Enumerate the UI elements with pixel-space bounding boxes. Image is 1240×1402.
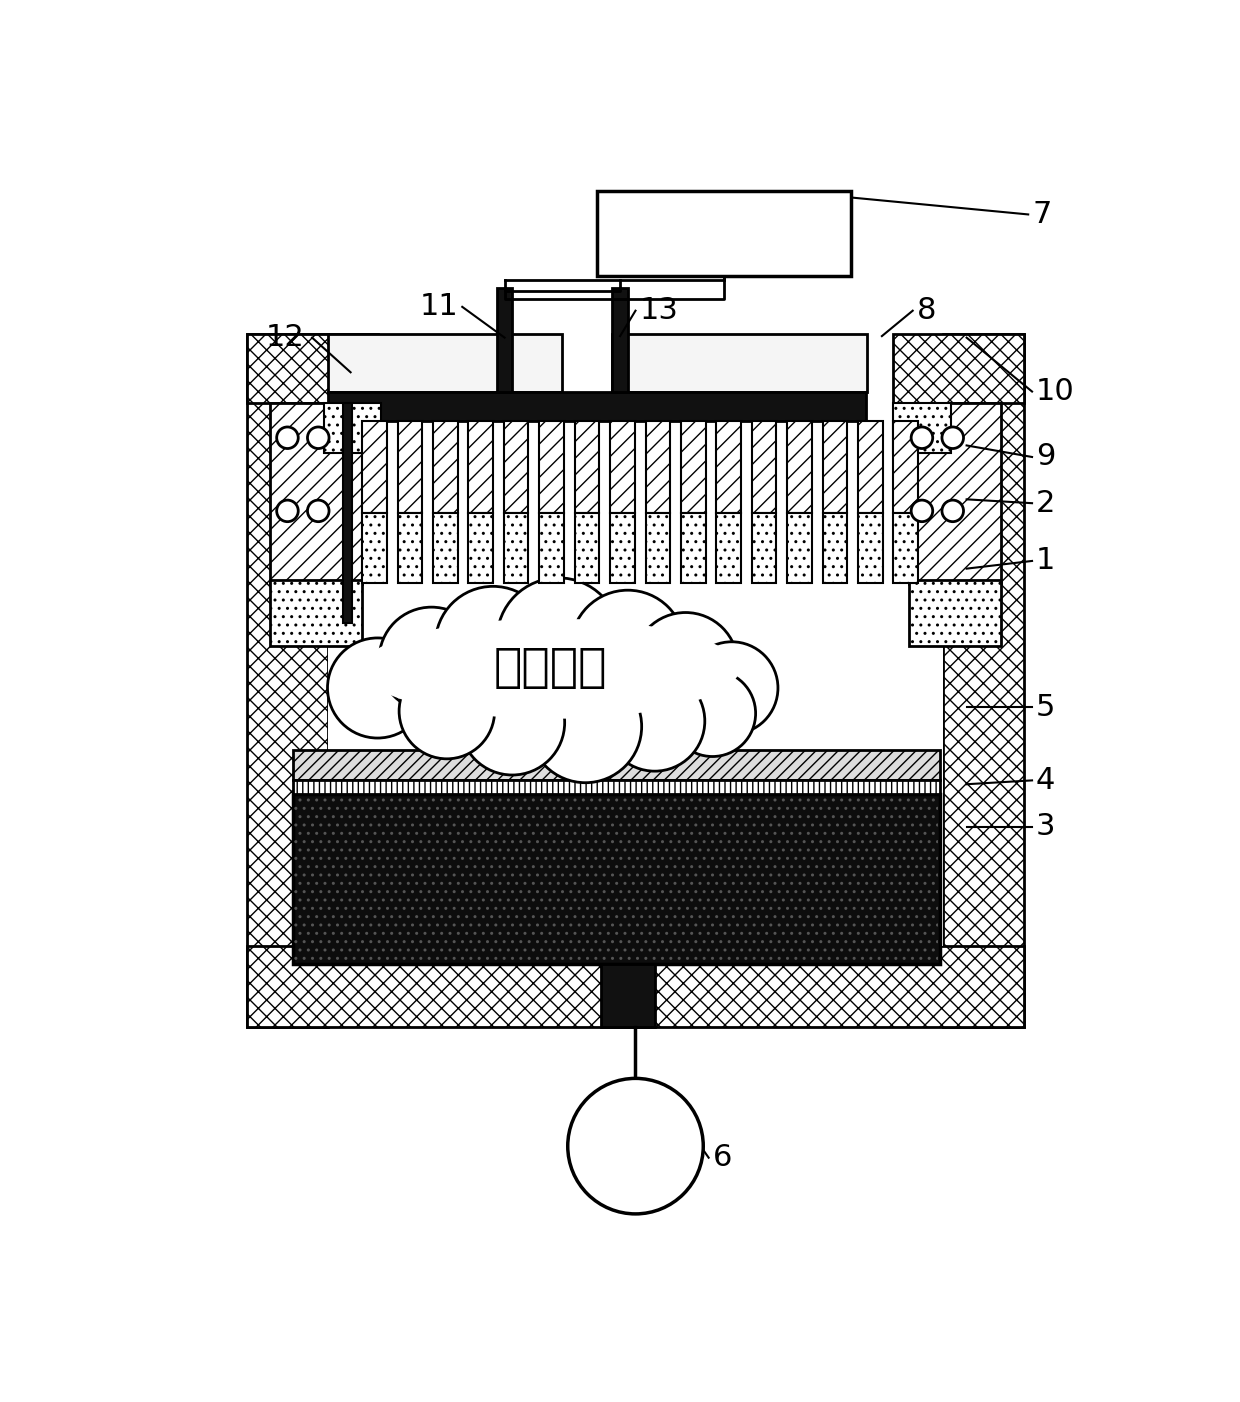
Bar bbox=[324, 404, 382, 453]
Circle shape bbox=[379, 607, 484, 712]
Bar bbox=[646, 513, 670, 582]
Text: 6: 6 bbox=[713, 1143, 732, 1172]
Bar bbox=[270, 580, 362, 646]
Text: 11: 11 bbox=[419, 293, 459, 321]
Bar bbox=[894, 334, 1024, 404]
Bar bbox=[247, 334, 327, 1026]
Bar bbox=[327, 391, 867, 421]
Bar bbox=[858, 421, 883, 513]
Bar bbox=[362, 513, 387, 582]
Circle shape bbox=[911, 501, 932, 522]
Bar bbox=[327, 334, 563, 391]
Circle shape bbox=[327, 638, 428, 737]
Circle shape bbox=[942, 501, 963, 522]
Bar bbox=[247, 946, 1024, 1026]
Circle shape bbox=[277, 428, 299, 449]
Circle shape bbox=[942, 428, 963, 449]
Bar bbox=[601, 963, 655, 1026]
Text: 10: 10 bbox=[1035, 377, 1075, 407]
Bar bbox=[574, 513, 599, 582]
Bar bbox=[294, 796, 939, 962]
Circle shape bbox=[277, 501, 299, 522]
Bar bbox=[613, 287, 627, 391]
Text: 12: 12 bbox=[265, 322, 304, 352]
Bar bbox=[539, 421, 564, 513]
Text: 2: 2 bbox=[1035, 489, 1055, 517]
Bar bbox=[822, 421, 847, 513]
Bar bbox=[646, 421, 670, 513]
Bar bbox=[293, 795, 940, 963]
Circle shape bbox=[435, 586, 551, 702]
Circle shape bbox=[460, 670, 564, 775]
Bar bbox=[610, 513, 635, 582]
Bar bbox=[574, 421, 599, 513]
Bar bbox=[398, 513, 422, 582]
Circle shape bbox=[308, 501, 329, 522]
Circle shape bbox=[529, 670, 641, 782]
Bar bbox=[247, 334, 377, 404]
Bar bbox=[497, 287, 512, 391]
Bar bbox=[270, 404, 362, 585]
Ellipse shape bbox=[362, 618, 739, 719]
Bar bbox=[909, 580, 1001, 646]
Circle shape bbox=[308, 428, 329, 449]
Bar bbox=[469, 513, 494, 582]
Text: 4: 4 bbox=[1035, 765, 1055, 795]
Bar bbox=[503, 421, 528, 513]
Bar bbox=[681, 513, 706, 582]
Bar bbox=[681, 421, 706, 513]
Bar bbox=[610, 421, 635, 513]
Bar bbox=[751, 513, 776, 582]
Bar bbox=[751, 421, 776, 513]
Bar bbox=[822, 513, 847, 582]
Text: 等离子体: 等离子体 bbox=[494, 646, 608, 691]
Bar bbox=[787, 513, 812, 582]
Bar bbox=[717, 421, 742, 513]
Bar bbox=[596, 191, 851, 276]
Text: 1: 1 bbox=[1035, 547, 1055, 575]
Text: 8: 8 bbox=[916, 296, 936, 325]
Circle shape bbox=[497, 578, 620, 701]
Circle shape bbox=[605, 672, 704, 771]
Circle shape bbox=[686, 642, 777, 735]
Circle shape bbox=[634, 613, 738, 718]
Bar bbox=[343, 404, 352, 622]
Circle shape bbox=[670, 670, 755, 757]
Bar bbox=[909, 404, 1001, 585]
Bar bbox=[293, 750, 940, 781]
Circle shape bbox=[399, 663, 495, 758]
Circle shape bbox=[570, 590, 684, 704]
Bar bbox=[944, 334, 1024, 1026]
Bar bbox=[894, 421, 918, 513]
Bar bbox=[433, 513, 458, 582]
Text: 7: 7 bbox=[1032, 200, 1052, 229]
Bar bbox=[503, 513, 528, 582]
Text: 13: 13 bbox=[640, 296, 678, 325]
Text: 9: 9 bbox=[1035, 443, 1055, 471]
Bar bbox=[398, 421, 422, 513]
Bar bbox=[787, 421, 812, 513]
Text: 5: 5 bbox=[1035, 693, 1055, 722]
Bar bbox=[362, 421, 387, 513]
Text: 3: 3 bbox=[1035, 812, 1055, 841]
Bar bbox=[469, 421, 494, 513]
Bar bbox=[894, 404, 951, 453]
Bar bbox=[613, 334, 867, 391]
Bar bbox=[717, 513, 742, 582]
Bar bbox=[433, 421, 458, 513]
Bar bbox=[894, 513, 918, 582]
Bar bbox=[858, 513, 883, 582]
Ellipse shape bbox=[351, 611, 751, 726]
Circle shape bbox=[568, 1078, 703, 1214]
Bar bbox=[293, 781, 940, 795]
Bar bbox=[539, 513, 564, 582]
Bar bbox=[327, 404, 944, 946]
Circle shape bbox=[911, 428, 932, 449]
